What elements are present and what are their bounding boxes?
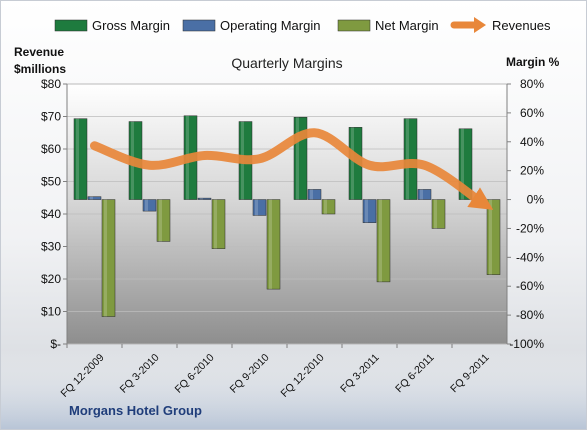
legend-label-net-margin: Net Margin bbox=[375, 18, 439, 33]
net-margin-bar-highlight bbox=[324, 199, 327, 214]
gross-margin-bar-highlight bbox=[461, 128, 464, 200]
left-axis-label-line1: Revenue bbox=[14, 45, 64, 59]
net-margin-bar bbox=[156, 199, 171, 242]
legend-label-revenues: Revenues bbox=[492, 18, 551, 33]
net-margin-bar-highlight bbox=[214, 199, 217, 249]
legend-arrow-revenues bbox=[474, 17, 486, 33]
right-tick-label: -80% bbox=[516, 308, 544, 322]
operating-margin-bar bbox=[307, 189, 322, 200]
net-margin-bar bbox=[376, 199, 391, 283]
legend-label-operating-margin: Operating Margin bbox=[220, 18, 320, 33]
legend-swatch-net-margin bbox=[337, 19, 371, 32]
revenues-line bbox=[90, 128, 494, 210]
net-margin-bar bbox=[101, 199, 116, 317]
net-margin-bar bbox=[486, 199, 501, 275]
right-tick-label: -60% bbox=[516, 279, 544, 293]
operating-margin-bar bbox=[362, 199, 377, 223]
right-tick-label: -20% bbox=[516, 221, 544, 235]
legend-swatch-operating-margin bbox=[182, 19, 216, 32]
left-tick-label: $80 bbox=[41, 77, 61, 91]
gross-margin-bar-highlight bbox=[406, 118, 409, 200]
right-tick-label: 80% bbox=[520, 77, 544, 91]
operating-margin-bar bbox=[252, 199, 267, 216]
net-margin-bar-highlight bbox=[104, 199, 107, 317]
net-margin-bar bbox=[321, 199, 336, 215]
right-tick-label: -40% bbox=[516, 250, 544, 264]
gross-margin-bar-highlight bbox=[76, 118, 79, 200]
net-margin-bar bbox=[211, 199, 226, 249]
revenue-line bbox=[90, 128, 494, 210]
chart-title: Quarterly Margins bbox=[231, 55, 342, 71]
operating-margin-bar-highlight bbox=[420, 189, 423, 200]
right-tick-label: -100% bbox=[509, 337, 544, 351]
footer-company-name: Morgans Hotel Group bbox=[69, 403, 202, 418]
net-margin-bar-highlight bbox=[269, 199, 272, 290]
legend-swatch-gross-margin bbox=[54, 19, 88, 32]
right-tick-label: 20% bbox=[520, 164, 544, 178]
legend: Gross Margin Operating Margin Net Margin Re… bbox=[54, 17, 551, 33]
right-tick-label: 40% bbox=[520, 135, 544, 149]
operating-margin-bar bbox=[417, 189, 432, 200]
operating-margin-bar bbox=[87, 196, 102, 200]
net-margin-bar-highlight bbox=[159, 199, 162, 242]
left-tick-label: $20 bbox=[41, 272, 61, 286]
operating-margin-bar-highlight bbox=[365, 199, 368, 223]
operating-margin-bar-highlight bbox=[310, 189, 313, 200]
operating-margin-bar-highlight bbox=[145, 199, 148, 212]
right-tick-label: 60% bbox=[520, 106, 544, 120]
net-margin-bar bbox=[266, 199, 281, 290]
chart-bottom-shade bbox=[0, 350, 587, 430]
right-axis-label: Margin % bbox=[506, 55, 560, 69]
left-tick-label: $50 bbox=[41, 175, 61, 189]
operating-margin-bar bbox=[142, 199, 157, 212]
left-tick-label: $10 bbox=[41, 305, 61, 319]
net-margin-bar-highlight bbox=[434, 199, 437, 229]
gross-margin-bar bbox=[458, 128, 473, 200]
left-tick-label: $- bbox=[50, 337, 61, 351]
left-tick-label: $70 bbox=[41, 110, 61, 124]
net-margin-bar-highlight bbox=[379, 199, 382, 282]
operating-margin-bar-highlight bbox=[200, 198, 203, 200]
left-axis-label-line2: $millions bbox=[14, 62, 66, 76]
net-margin-bar-highlight bbox=[489, 199, 492, 275]
right-tick-label: 0% bbox=[527, 193, 545, 207]
net-margin-bar bbox=[431, 199, 446, 229]
legend-label-gross-margin: Gross Margin bbox=[92, 18, 170, 33]
operating-margin-bar-highlight bbox=[255, 199, 258, 216]
left-tick-label: $60 bbox=[41, 142, 61, 156]
gross-margin-bar-highlight bbox=[351, 127, 354, 200]
left-tick-label: $40 bbox=[41, 207, 61, 221]
operating-margin-bar-highlight bbox=[90, 196, 93, 200]
gross-margin-bar-highlight bbox=[296, 117, 299, 200]
left-tick-label: $30 bbox=[41, 240, 61, 254]
operating-margin-bar bbox=[197, 197, 212, 200]
gross-margin-bar bbox=[73, 118, 88, 200]
